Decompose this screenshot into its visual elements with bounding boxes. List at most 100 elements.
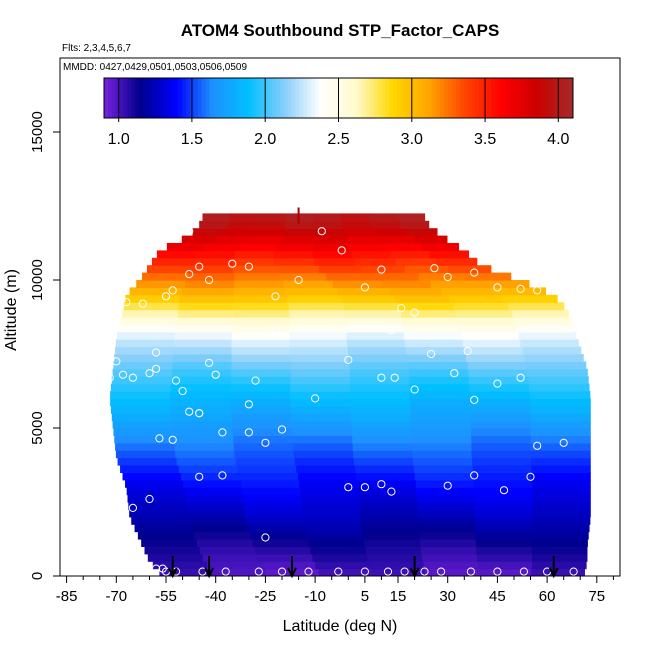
heatmap-cell: [231, 354, 291, 362]
heatmap-cell: [412, 442, 473, 451]
heatmap-cell: [136, 280, 186, 288]
observation-point: [244, 400, 253, 409]
heatmap-cell: [171, 413, 232, 422]
observation-point: [390, 373, 399, 382]
heatmap-cell: [531, 561, 587, 570]
heatmap-cell: [531, 465, 591, 473]
heatmap-cell: [314, 235, 349, 244]
colorbar-segment: [166, 78, 171, 118]
colorbar-segment: [240, 78, 246, 118]
heatmap-cell: [234, 272, 281, 281]
colorbar-segment: [295, 78, 300, 118]
heatmap-cell: [389, 287, 443, 296]
heatmap-cell: [349, 243, 387, 251]
colorbar-segment: [119, 78, 125, 118]
observation-point: [360, 283, 369, 292]
colorbar-segment: [287, 78, 293, 118]
observation-point: [383, 567, 393, 576]
heatmap-cell: [233, 302, 290, 311]
heatmap-cell: [212, 568, 267, 576]
observation-point: [470, 395, 479, 404]
heatmap-cell: [114, 354, 174, 362]
heatmap-cell: [526, 361, 587, 370]
colorbar-segment: [377, 78, 382, 118]
heatmap-cell: [245, 516, 304, 525]
observation-point: [261, 438, 270, 447]
heatmap-cell: [312, 553, 368, 562]
observation-point: [271, 292, 280, 301]
heatmap-cell: [115, 339, 175, 348]
heatmap-cell: [355, 465, 415, 473]
heatmap-cell: [194, 531, 252, 540]
heatmap-cell: [361, 265, 406, 274]
heatmap-cell: [231, 368, 292, 377]
colorbar-segment: [381, 78, 386, 118]
x-tick-label: 45: [489, 588, 506, 605]
heatmap-cell: [474, 509, 534, 518]
heatmap-cell: [520, 339, 579, 348]
observation-point: [277, 567, 287, 576]
heatmap-cell: [173, 339, 233, 348]
observation-point: [410, 385, 419, 394]
heatmap-cell: [479, 280, 530, 288]
colorbar-segment: [361, 78, 367, 118]
heatmap-cell: [191, 524, 249, 533]
heatmap-cell: [306, 531, 364, 540]
x-tick-label: 15: [390, 588, 407, 605]
observation-point: [145, 567, 154, 576]
heatmap-cell: [354, 257, 397, 266]
heatmap-cell: [314, 228, 346, 237]
heatmap-cell: [531, 553, 588, 562]
heatmap-cell: [290, 354, 350, 362]
heatmap-cell: [290, 398, 351, 407]
heatmap-cell: [474, 494, 533, 503]
heatmap-cell: [349, 383, 411, 392]
heatmap-cell: [522, 346, 582, 355]
colorbar-segment: [264, 78, 269, 118]
colorbar-segment: [494, 78, 500, 118]
observation-point: [79, 286, 88, 295]
heatmap-cell: [230, 398, 291, 407]
heatmap-cell: [233, 309, 291, 318]
heatmap-cell: [346, 331, 405, 340]
heatmap-cell: [273, 257, 315, 266]
colorbar-tick-label: 2.5: [327, 131, 349, 148]
heatmap-cell: [361, 524, 420, 533]
observation-point: [400, 567, 409, 576]
colorbar-segment: [514, 78, 519, 118]
heatmap-cell: [192, 257, 234, 266]
heatmap-cell: [289, 391, 351, 399]
colorbar-segment: [248, 78, 254, 118]
heatmap-cell: [476, 546, 533, 555]
heatmap-cell: [531, 546, 588, 555]
heatmap-cell: [456, 309, 514, 318]
observation-point: [334, 567, 343, 576]
heatmap-cell: [529, 383, 590, 392]
observation-point: [178, 386, 187, 396]
heatmap-cell: [367, 553, 423, 562]
colorbar-segment: [170, 78, 175, 118]
heatmap-cell: [447, 265, 492, 274]
heatmap-cell: [453, 302, 510, 311]
heatmap-cell: [111, 376, 172, 385]
colorbar-segment: [232, 78, 238, 118]
colorbar-segment: [123, 78, 128, 118]
heatmap-cell: [372, 272, 420, 281]
colorbar-segment: [291, 78, 297, 118]
heatmap-cell: [184, 487, 244, 496]
heatmap-cell: [235, 457, 296, 466]
heatmap-cell: [237, 465, 297, 473]
heatmap-cell: [470, 428, 532, 436]
heatmap-cell: [230, 405, 292, 414]
heatmap-cell: [231, 331, 290, 340]
heatmap-cell: [341, 294, 396, 303]
heatmap-cell: [531, 531, 589, 540]
heatmap-cell: [285, 213, 315, 222]
heatmap-cell: [312, 250, 353, 259]
heatmap-cell: [174, 331, 233, 340]
heatmap-cell: [234, 280, 285, 288]
colorbar-segment: [471, 78, 476, 118]
heatmap-cell: [233, 257, 275, 266]
heatmap-cell: [290, 368, 351, 377]
heatmap-cell: [406, 228, 438, 237]
